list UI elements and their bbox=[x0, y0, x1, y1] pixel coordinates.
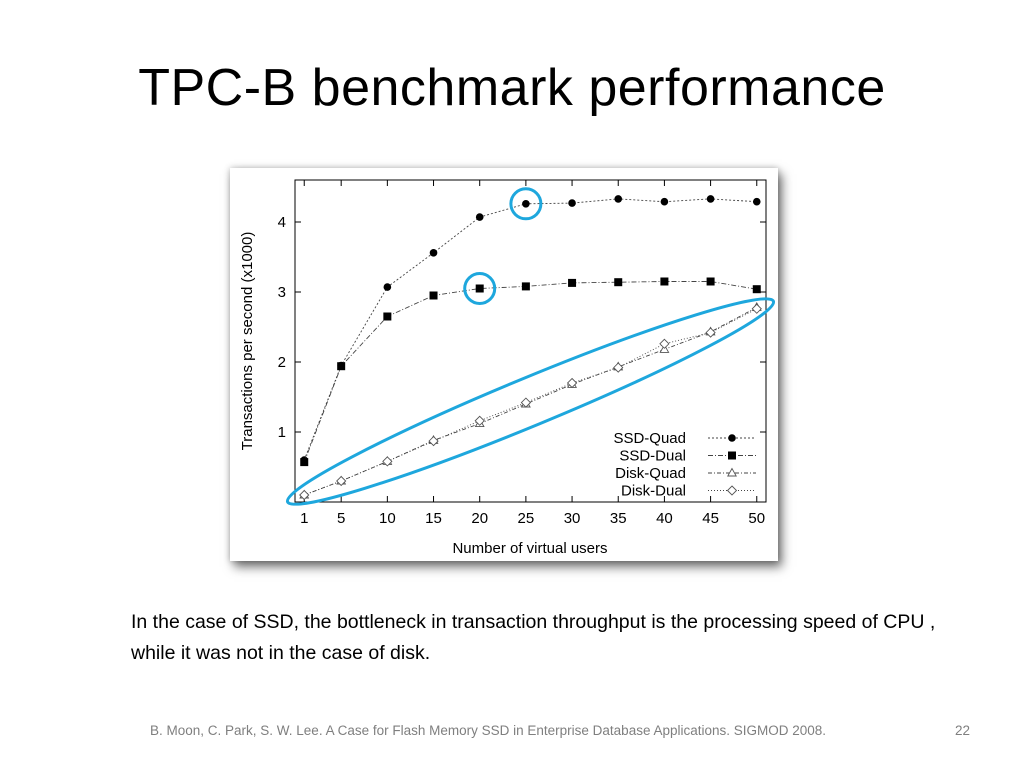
data-point bbox=[659, 338, 670, 349]
x-tick-label: 40 bbox=[656, 510, 673, 527]
data-point bbox=[614, 278, 623, 287]
y-tick-label: 1 bbox=[278, 424, 286, 441]
x-axis-label: Number of virtual users bbox=[452, 540, 607, 557]
data-point bbox=[521, 282, 530, 291]
data-point bbox=[383, 283, 392, 291]
data-point bbox=[613, 362, 624, 373]
series-line-ssd-quad bbox=[303, 198, 757, 461]
data-point bbox=[705, 327, 716, 338]
data-point bbox=[299, 489, 310, 501]
data-point bbox=[382, 456, 393, 467]
data-point bbox=[706, 277, 715, 286]
data-point bbox=[300, 458, 309, 467]
data-point bbox=[383, 312, 392, 321]
x-tick-label: 35 bbox=[610, 510, 627, 527]
x-tick-label: 15 bbox=[425, 510, 442, 527]
data-point bbox=[660, 197, 669, 206]
data-point bbox=[428, 435, 439, 447]
annotation-layer bbox=[285, 187, 776, 506]
x-tick-label: 1 bbox=[300, 510, 308, 527]
y-axis-label: Transactions per second (x1000) bbox=[239, 232, 256, 451]
page-number: 22 bbox=[954, 723, 970, 738]
data-point bbox=[429, 291, 438, 300]
citation-footer: B. Moon, C. Park, S. W. Lee. A Case for … bbox=[150, 723, 827, 738]
data-point bbox=[752, 197, 761, 206]
data-point bbox=[706, 195, 715, 203]
data-point bbox=[475, 284, 484, 293]
series-ssd-dual bbox=[300, 277, 761, 467]
y-tick-label: 4 bbox=[278, 214, 286, 231]
legend-label-ssd-quad: SSD-Quad bbox=[613, 430, 686, 447]
legend-label-ssd-dual: SSD-Dual bbox=[619, 448, 686, 465]
series-layer bbox=[299, 195, 762, 501]
legend-label-disk-quad: Disk-Quad bbox=[615, 465, 686, 482]
series-line-ssd-dual bbox=[303, 281, 757, 463]
data-point bbox=[660, 277, 669, 286]
highlight-circle-ssd-dual bbox=[463, 272, 497, 305]
legend-label-disk-dual: Disk-Dual bbox=[621, 483, 686, 500]
data-point bbox=[474, 415, 485, 426]
y-axis: 1 2 3 4 bbox=[278, 214, 766, 441]
x-tick-label: 10 bbox=[379, 510, 396, 527]
data-point bbox=[429, 249, 438, 257]
data-point bbox=[337, 362, 346, 371]
x-tick-label: 30 bbox=[564, 510, 581, 527]
plot-frame bbox=[294, 179, 767, 503]
data-point bbox=[614, 195, 623, 203]
data-point bbox=[336, 475, 347, 487]
data-point bbox=[752, 285, 761, 294]
series-disk-quad bbox=[299, 301, 762, 499]
data-point bbox=[520, 397, 532, 408]
legend-swatch-marker bbox=[728, 434, 736, 442]
slide-title: TPC-B benchmark performance bbox=[138, 59, 886, 117]
y-tick-label: 3 bbox=[278, 284, 286, 301]
x-axis: 1 5 10 15 20 25 30 35 40 45 50 bbox=[300, 180, 765, 527]
y-tick-label: 2 bbox=[278, 354, 286, 371]
highlight-circle-ssd-quad bbox=[509, 187, 543, 221]
x-tick-label: 45 bbox=[702, 510, 719, 527]
x-tick-label: 25 bbox=[518, 510, 535, 527]
highlight-ellipse-disk-series bbox=[285, 297, 776, 506]
data-point bbox=[568, 199, 576, 207]
series-line-disk-quad bbox=[304, 307, 757, 496]
data-point bbox=[751, 303, 762, 314]
x-tick-label: 50 bbox=[748, 510, 765, 527]
data-point bbox=[522, 200, 530, 208]
series-ssd-quad bbox=[300, 195, 761, 464]
data-point bbox=[475, 213, 484, 221]
x-tick-label: 5 bbox=[337, 510, 345, 527]
data-point bbox=[566, 377, 578, 389]
legend-swatch-marker bbox=[728, 451, 736, 460]
slide-caption: In the case of SSD, the bottleneck in tr… bbox=[131, 611, 936, 664]
x-tick-label: 20 bbox=[471, 510, 488, 527]
series-disk-dual bbox=[299, 303, 762, 501]
legend-swatch-marker bbox=[727, 467, 737, 477]
data-point bbox=[568, 278, 577, 287]
legend-swatch-marker bbox=[726, 485, 738, 496]
